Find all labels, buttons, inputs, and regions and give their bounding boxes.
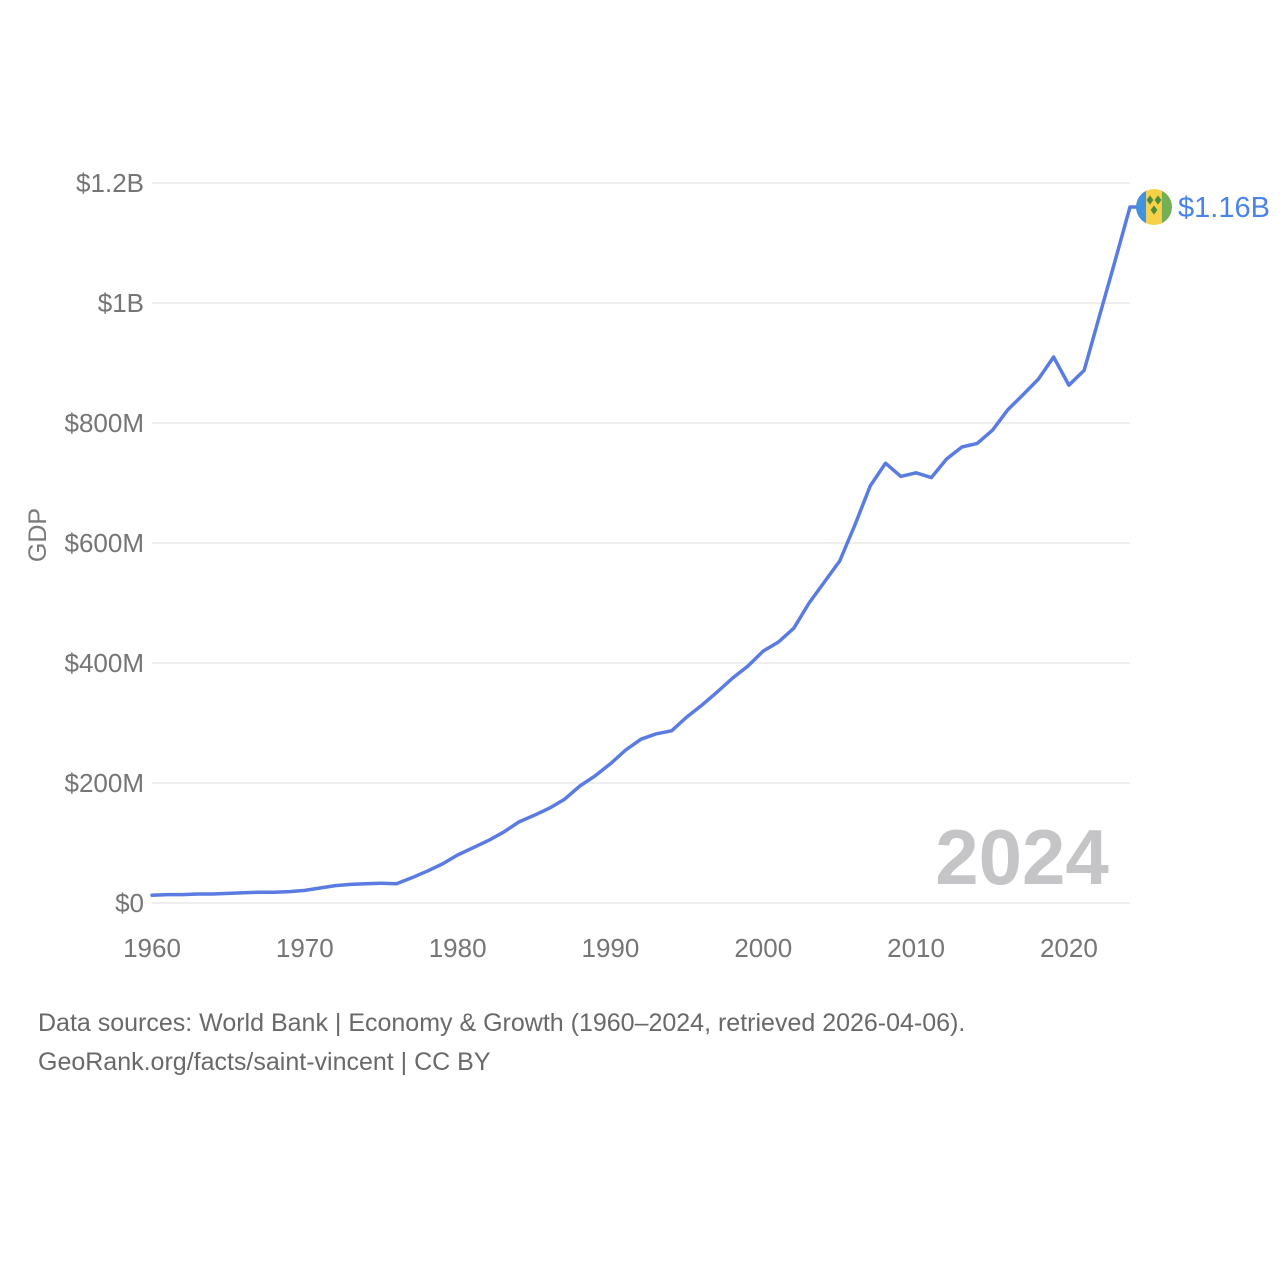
- year-watermark: 2024: [935, 813, 1109, 901]
- flag-green-band: [1161, 189, 1172, 225]
- x-tick-label: 1990: [582, 933, 640, 963]
- flag-diamond: [1150, 205, 1158, 215]
- end-value-label: $1.16B: [1178, 192, 1270, 224]
- caption-line-sources: Data sources: World Bank | Economy & Gro…: [38, 1009, 966, 1037]
- y-tick-label: $1B: [98, 288, 144, 318]
- flag-diamond: [1146, 195, 1154, 205]
- x-tick-label: 1970: [276, 933, 334, 963]
- y-axis-title: GDP: [24, 508, 52, 562]
- x-tick-label: 1960: [123, 933, 181, 963]
- saint-vincent-flag-icon: [1136, 189, 1172, 225]
- x-tick-label: 2020: [1040, 933, 1098, 963]
- flag-diamond: [1154, 195, 1162, 205]
- y-tick-label: $200M: [65, 768, 145, 798]
- y-tick-label: $1.2B: [76, 168, 144, 198]
- y-tick-label: $800M: [65, 408, 145, 438]
- data-source-caption: Data sources: World Bank | Economy & Gro…: [38, 1004, 1068, 1082]
- y-tick-label: $0: [115, 888, 144, 918]
- flag-blue-band: [1136, 189, 1147, 225]
- gdp-line: [150, 205, 1143, 897]
- x-tick-label: 2000: [734, 933, 792, 963]
- caption-line-license: GeoRank.org/facts/saint-vincent | CC BY: [38, 1048, 491, 1076]
- y-tick-label: $400M: [65, 648, 145, 678]
- x-tick-label: 2010: [887, 933, 945, 963]
- x-tick-label: 1980: [429, 933, 487, 963]
- y-tick-label: $600M: [65, 528, 145, 558]
